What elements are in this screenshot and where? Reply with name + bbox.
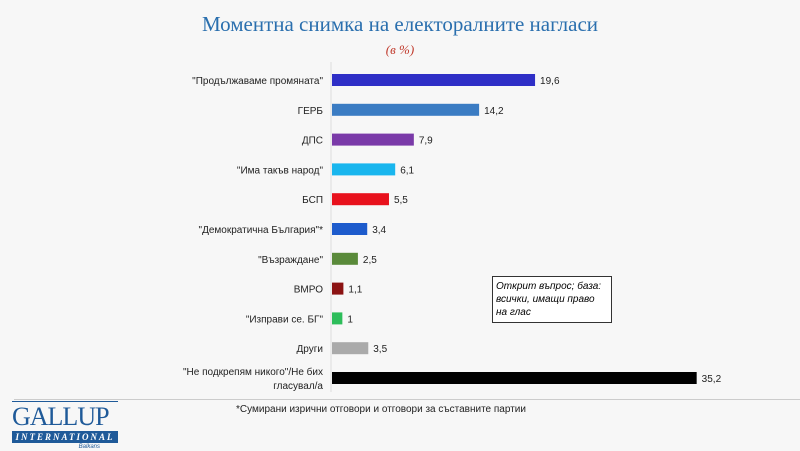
data-label: 14,2	[484, 106, 504, 117]
category-label: ДПС	[302, 136, 323, 147]
data-label: 1,1	[348, 285, 362, 296]
data-label: 2,5	[363, 255, 377, 266]
bar	[332, 252, 358, 265]
bar	[332, 282, 344, 295]
data-label: 7,9	[419, 136, 433, 147]
category-label: ГЕРБ	[298, 106, 324, 117]
category-label: "Има такъв народ"	[237, 165, 324, 176]
chart-subtitle: (в %)	[385, 42, 415, 57]
data-label: 5,5	[394, 195, 408, 206]
data-label: 35,2	[702, 374, 722, 385]
bar	[332, 223, 368, 235]
divider	[14, 399, 800, 400]
logo-sub: INTERNATIONAL	[12, 431, 118, 443]
category-label: "Продължаваме промяната"	[192, 76, 323, 87]
category-label: "Демократична България"*	[199, 225, 324, 236]
bar	[332, 372, 697, 384]
category-label: БСП	[302, 195, 323, 206]
bar	[332, 74, 536, 86]
data-label: 3,5	[373, 344, 387, 355]
bar	[332, 312, 343, 325]
logo-name: GALLUP	[12, 401, 118, 431]
category-label: "Изправи се. БГ"	[246, 314, 324, 325]
category-label: "Възраждане"	[258, 255, 323, 266]
annotation-box: Открит въпрос; база: всички, имащи право…	[492, 276, 612, 323]
gallup-logo: GALLUP INTERNATIONAL Balkans	[12, 401, 118, 451]
data-label: 3,4	[372, 225, 386, 236]
bar	[332, 133, 414, 146]
chart-title: Моментна снимка на електоралните нагласи	[201, 12, 599, 36]
category-label: "Не подкрепям никого"/Не бих	[183, 366, 323, 378]
bar	[332, 342, 369, 355]
data-label: 19,6	[540, 76, 560, 87]
bar	[332, 163, 396, 176]
data-label: 6,1	[400, 165, 414, 176]
bar	[332, 193, 389, 206]
category-label: Други	[297, 344, 323, 355]
bar	[332, 103, 480, 116]
data-label: 1	[347, 314, 353, 325]
category-label: гласувал/а	[273, 381, 323, 392]
logo-region: Balkans	[78, 444, 100, 450]
category-label: ВМРО	[294, 285, 323, 296]
bar-chart: "Продължаваме промяната" 19,6 ГЕРБ 14,2 ДПС 7…	[183, 62, 722, 392]
footnote: *Сумирани изрични отговори и отговори за…	[236, 404, 526, 415]
